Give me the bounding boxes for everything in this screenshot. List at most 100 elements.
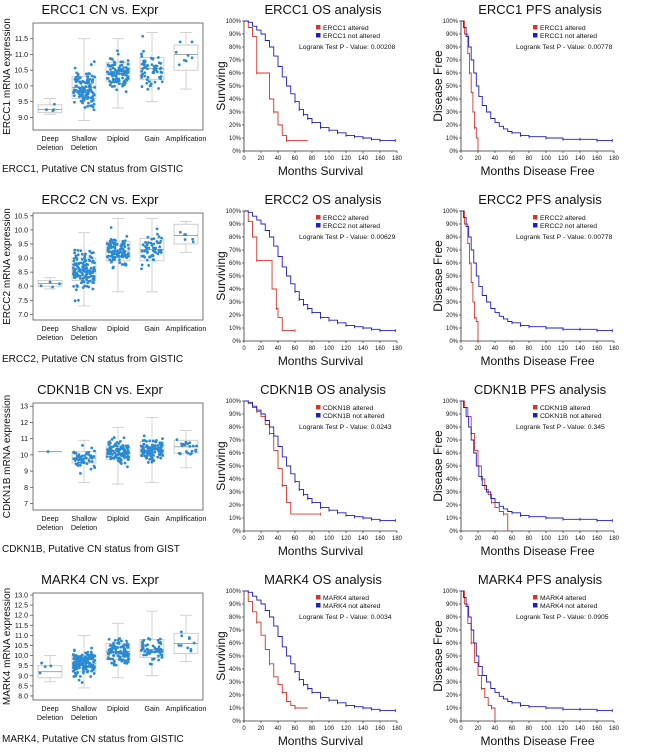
data-point (85, 78, 89, 82)
data-point (91, 271, 94, 275)
x-tick-label: 60 (292, 156, 299, 162)
data-point (85, 451, 89, 455)
x-tick-label: 160 (375, 726, 386, 732)
data-point (160, 441, 164, 445)
y-tick-label: 20% (229, 313, 242, 319)
data-point (149, 649, 152, 653)
y-tick-label: 10.0 (14, 227, 28, 234)
x-tick-label: 120 (341, 156, 352, 162)
data-point (93, 449, 96, 453)
data-point (90, 446, 94, 450)
data-point (111, 265, 115, 269)
data-point (118, 255, 121, 258)
data-point (116, 646, 120, 649)
legend-swatch-not-altered (316, 33, 321, 38)
x-axis-label: Months Disease Free (480, 544, 594, 558)
data-point (117, 450, 121, 454)
y-tick-label: 80% (446, 235, 459, 241)
data-point (81, 443, 84, 447)
data-point (126, 253, 130, 257)
data-point (151, 70, 155, 74)
data-point (92, 281, 95, 285)
data-point (107, 656, 110, 659)
data-point (124, 71, 128, 75)
data-point (76, 273, 79, 276)
x-tick-label: Shallow (71, 704, 97, 713)
y-tick-label: 80% (446, 615, 459, 621)
y-tick-label: 10 (20, 452, 28, 459)
data-point (121, 76, 124, 80)
data-point (140, 54, 144, 58)
data-point (109, 68, 112, 71)
data-point (77, 262, 80, 266)
data-point (148, 452, 152, 456)
chart-title: ERCC2 CN vs. Expr (41, 192, 159, 207)
data-point (144, 248, 148, 252)
data-point (93, 85, 97, 89)
data-point (177, 644, 181, 647)
legend-label-altered: MARK4 altered (323, 595, 369, 602)
x-tick-label: 20 (475, 536, 482, 542)
data-point (85, 263, 89, 267)
y-tick-label: 20% (446, 503, 459, 509)
y-tick-label: 80% (229, 425, 242, 431)
data-point (109, 246, 113, 250)
data-point (71, 266, 75, 270)
not-altered-curve (244, 400, 396, 522)
data-point (156, 639, 160, 642)
chart-title: MARK4 CN vs. Expr (41, 572, 159, 587)
y-tick-label: 30% (446, 490, 459, 496)
data-point (141, 643, 144, 646)
data-point (86, 270, 90, 274)
y-tick-label: 8.5 (18, 270, 28, 277)
data-point (186, 646, 190, 650)
data-point (140, 85, 144, 88)
data-point (81, 667, 85, 671)
y-tick-label: 10% (229, 706, 242, 712)
plot-frame (32, 592, 204, 701)
data-point (109, 254, 113, 258)
data-point (78, 659, 82, 663)
data-point (83, 270, 87, 273)
y-tick-label: 9.5 (18, 99, 28, 106)
data-point (84, 456, 88, 460)
y-tick-label: 90% (446, 602, 459, 608)
y-tick-label: 100% (443, 589, 459, 595)
data-point (122, 436, 126, 440)
data-point (119, 440, 122, 443)
data-point (160, 650, 164, 653)
y-tick-label: 100% (443, 209, 459, 215)
data-point (72, 88, 76, 92)
data-point (148, 80, 151, 83)
data-point (125, 446, 129, 450)
x-tick-label: 80 (309, 156, 316, 162)
data-point (183, 238, 187, 241)
data-point (84, 72, 88, 76)
data-point (140, 69, 144, 73)
cn-expr-chart-ercc2: ERCC2 CN vs. Expr 7.0 7.5 8.0 8.5 9.0 9.5 10.0 1… (2, 192, 206, 365)
data-point (159, 70, 163, 74)
chart-title: ERCC1 CN vs. Expr (41, 2, 159, 17)
x-tick-label: Deletion (37, 333, 63, 342)
survival-chart-ercc2-pfs: ERCC2 PFS analysis 0% 10% 20% 30% 40% 50% 60% 70… (431, 192, 620, 368)
data-point (79, 81, 83, 85)
y-tick-label: 8.0 (18, 693, 28, 700)
data-point (111, 66, 115, 70)
data-point (125, 234, 129, 238)
data-point (76, 74, 80, 78)
data-point (154, 67, 158, 71)
data-point (83, 254, 87, 258)
data-point (119, 247, 123, 251)
data-point (126, 448, 130, 452)
data-point (122, 451, 126, 455)
data-point (180, 634, 184, 638)
y-tick-label: 11.0 (15, 52, 28, 59)
y-tick-label: 10% (229, 326, 242, 332)
legend-swatch-altered (533, 215, 538, 220)
data-point (122, 643, 126, 647)
data-point (159, 450, 163, 454)
data-point (160, 655, 164, 659)
x-axis-label: Months Survival (278, 734, 363, 748)
y-tick-label: 100% (443, 19, 459, 25)
legend-label-altered: ERCC2 altered (323, 215, 369, 222)
